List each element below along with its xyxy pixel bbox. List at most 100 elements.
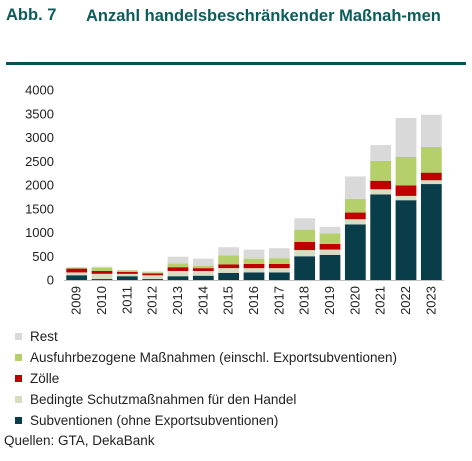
x-tick-label: 2015: [221, 286, 236, 315]
x-tick-label: 2017: [271, 286, 286, 315]
bar-segment: [116, 273, 138, 277]
y-tick-label: 1000: [25, 225, 54, 240]
bar-segment: [91, 270, 113, 274]
legend-label: Bedingte Schutzmaßnahmen für den Handel: [30, 392, 297, 407]
title-rule: [6, 62, 466, 65]
bar-segment: [319, 233, 341, 244]
bar-segment: [319, 254, 341, 280]
x-tick-label: 2021: [373, 286, 388, 315]
x-tick-label: 2011: [119, 286, 134, 314]
bar-segment: [294, 250, 316, 257]
x-tick-label: 2010: [94, 286, 109, 315]
bar-segment: [420, 172, 442, 181]
bar-segment: [294, 242, 316, 251]
bar-segment: [395, 118, 417, 157]
bar-segment: [167, 267, 189, 271]
bar-segment: [243, 263, 265, 269]
bar-segment: [142, 275, 164, 280]
y-tick-label: 0: [47, 273, 54, 288]
y-tick-label: 3000: [25, 130, 54, 145]
bar-segment: [116, 276, 138, 280]
bar-segment: [192, 265, 214, 269]
y-tick-label: 2000: [25, 178, 54, 193]
bar-segment: [218, 264, 240, 269]
bar-segment: [116, 271, 138, 274]
legend-label: Subventionen (ohne Exportsubventionen): [30, 413, 279, 428]
bar-segment: [243, 268, 265, 273]
bar-segment: [395, 195, 417, 201]
x-tick-label: 2014: [195, 286, 210, 315]
figure-number: Abb. 7: [6, 6, 57, 24]
bar-segment: [218, 255, 240, 265]
bar-segment: [192, 268, 214, 271]
legend-label: Zölle: [30, 371, 60, 386]
bar-segment: [218, 272, 240, 281]
bar-segment: [294, 218, 316, 230]
bar-segment: [91, 266, 113, 268]
bar-segment: [344, 176, 366, 199]
bar-segment: [294, 256, 316, 280]
bar-segment: [66, 275, 88, 280]
bar-segment: [192, 275, 214, 280]
bar-segment: [268, 272, 290, 280]
bar-segment: [268, 263, 290, 269]
bar-segment: [395, 200, 417, 280]
bar-segment: [420, 114, 442, 147]
bar-segment: [218, 247, 240, 256]
bar-segment: [66, 272, 88, 276]
y-tick-label: 4000: [25, 83, 54, 98]
bar-segment: [192, 270, 214, 276]
bar-segment: [192, 258, 214, 266]
bar-segment: [66, 268, 88, 273]
bar-segment: [167, 263, 189, 268]
bar-segment: [218, 268, 240, 273]
legend-swatch: [15, 375, 22, 382]
bar-segment: [420, 147, 442, 173]
x-tick-label: 2022: [398, 286, 413, 315]
bar-segment: [344, 212, 366, 220]
bar-segment: [142, 279, 164, 280]
legend-swatch: [15, 417, 22, 424]
bar-segment: [268, 268, 290, 273]
bar-segment: [319, 249, 341, 255]
bar-segment: [167, 256, 189, 264]
x-tick-label: 2020: [347, 286, 362, 315]
bar-segment: [243, 258, 265, 264]
x-tick-label: 2012: [145, 286, 160, 315]
bar-segment: [142, 271, 164, 273]
bar-segment: [66, 267, 88, 269]
bar-segment: [167, 270, 189, 277]
bar-segment: [91, 267, 113, 271]
bar-segment: [268, 248, 290, 259]
y-tick-label: 3500: [25, 106, 54, 121]
bar-segment: [319, 226, 341, 234]
x-tick-label: 2023: [423, 286, 438, 315]
bar-segment: [319, 243, 341, 250]
x-tick-label: 2013: [170, 286, 185, 315]
y-tick-label: 500: [32, 249, 54, 264]
bar-segment: [370, 189, 392, 195]
bar-segment: [142, 273, 164, 276]
x-tick-label: 2018: [297, 286, 312, 315]
bar-segment: [91, 273, 113, 280]
bar-segment: [370, 180, 392, 190]
legend-label: Ausfuhrbezogene Maßnahmen (einschl. Expo…: [30, 350, 397, 365]
legend-swatch: [15, 333, 22, 340]
bar-segment: [294, 229, 316, 242]
bar-segment: [420, 180, 442, 185]
bar-segment: [370, 194, 392, 280]
bar-segment: [370, 145, 392, 161]
legend-swatch: [15, 396, 22, 403]
chart-title: Anzahl handelsbeschränkender Maßnah-men: [86, 7, 441, 25]
source-note: Quellen: GTA, DekaBank: [4, 433, 155, 448]
bar-segment: [370, 160, 392, 181]
bar-segment: [395, 185, 417, 196]
bar-segment: [91, 279, 113, 280]
y-tick-label: 1500: [25, 201, 54, 216]
bar-segment: [344, 198, 366, 213]
x-tick-label: 2016: [246, 286, 261, 315]
bar-segment: [344, 219, 366, 225]
bar-segment: [344, 224, 366, 280]
bar-segment: [395, 156, 417, 186]
stacked-bar-chart: 0 500 1000 1500 2000 2500 3000 3500 4000 2009 2010…: [25, 83, 444, 315]
